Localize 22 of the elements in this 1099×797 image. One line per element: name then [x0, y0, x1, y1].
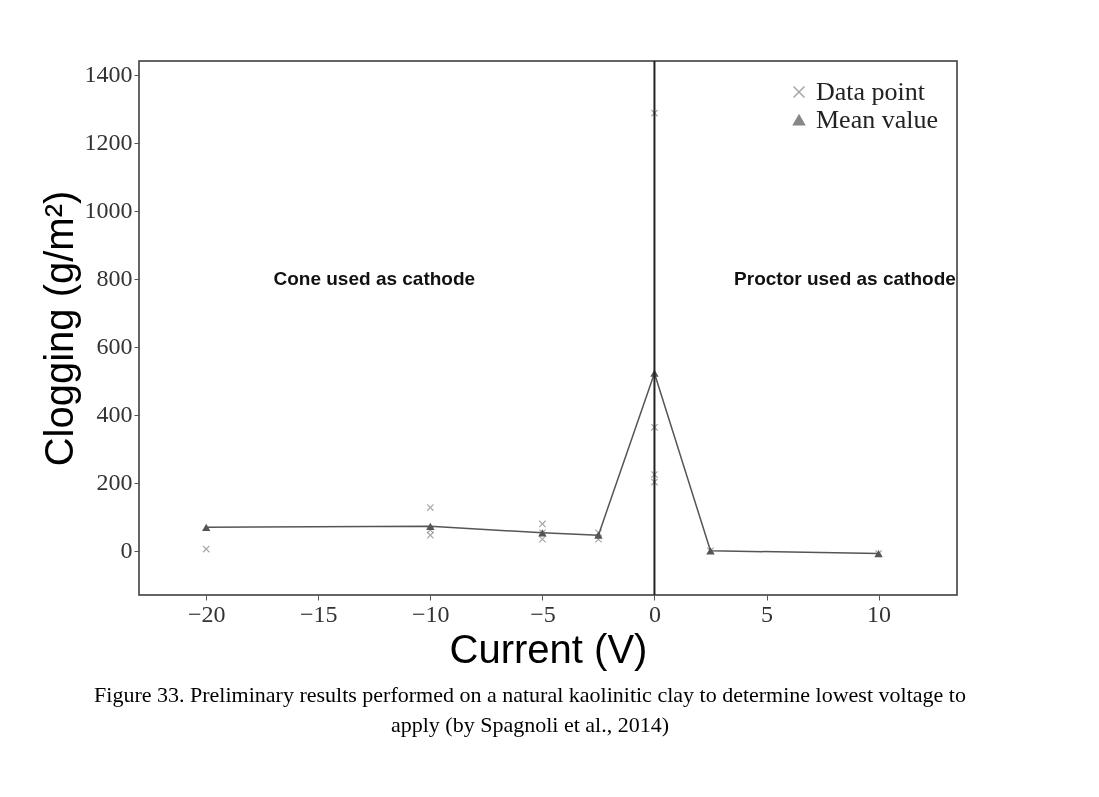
y-tick-label: 600 — [96, 333, 133, 360]
y-tick-label: 800 — [96, 265, 133, 292]
y-tick-label: 200 — [96, 469, 133, 496]
annotation: Cone used as cathode — [273, 267, 476, 289]
y-tick-label: 400 — [96, 401, 133, 428]
y-axis-title: Clogging (g/m²) — [36, 190, 81, 467]
x-tick-label: 5 — [761, 600, 774, 627]
x-axis-title: Current (V) — [449, 626, 648, 671]
legend-label: Data point — [816, 77, 926, 106]
x-tick-label: −10 — [412, 600, 450, 627]
x-tick-label: 0 — [648, 600, 661, 627]
x-tick-label: −15 — [300, 600, 338, 627]
y-tick-label: 1400 — [84, 61, 133, 88]
y-tick-label: 1200 — [84, 129, 133, 156]
x-tick-label: 10 — [867, 600, 892, 627]
y-tick-label: 0 — [120, 537, 133, 564]
annotation: Proctor used as cathode — [734, 267, 956, 289]
caption: Figure 33. Preliminary results performed on a natural kaolinitic clay to determine lowest voltage to apply (by Spagnoli et al., 2014) — [93, 681, 967, 739]
y-tick-label: 1000 — [84, 197, 133, 224]
x-tick-label: −20 — [187, 600, 226, 627]
x-tick-label: −5 — [530, 600, 556, 627]
legend-label: Mean value — [816, 105, 939, 134]
